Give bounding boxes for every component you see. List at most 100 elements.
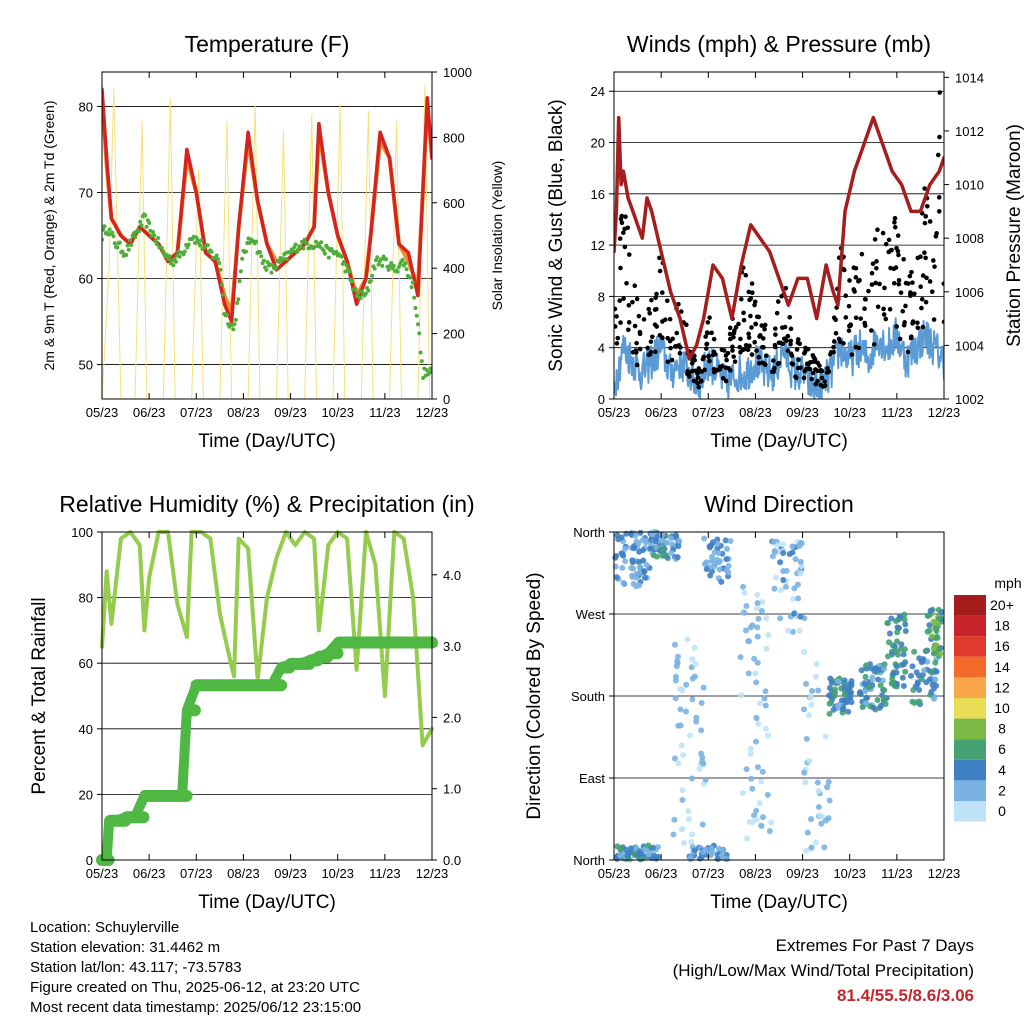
legend-label: 20+ — [990, 597, 1014, 613]
gust-point — [923, 299, 929, 305]
gust-point — [637, 329, 643, 335]
gust-point — [654, 291, 659, 297]
gust-point — [614, 324, 618, 329]
dewpoint-point — [353, 286, 358, 291]
direction-point — [933, 628, 940, 635]
gust-point — [796, 357, 801, 362]
direction-point — [754, 764, 761, 771]
direction-point — [742, 627, 749, 634]
extremes-box: Extremes For Past 7 Days (High/Low/Max W… — [673, 933, 974, 1008]
direction-point — [701, 535, 708, 542]
gust-point — [660, 335, 665, 341]
gust-point — [808, 359, 813, 365]
gust-point — [924, 275, 929, 281]
direction-point — [650, 844, 657, 851]
gust-point — [895, 248, 901, 254]
dewpoint-point — [414, 313, 419, 318]
direction-point — [685, 816, 692, 823]
gust-point — [749, 325, 754, 330]
gust-point — [703, 346, 709, 351]
gust-point — [937, 134, 942, 140]
direction-point — [926, 676, 933, 683]
direction-point — [764, 732, 771, 739]
direction-point — [857, 689, 864, 696]
y-tick-label: 40 — [79, 722, 93, 737]
x-tick-label: 06/23 — [133, 866, 166, 881]
direction-point — [899, 674, 906, 681]
dewpoint-point — [396, 265, 401, 270]
gust-point — [741, 317, 747, 323]
direction-point — [797, 558, 804, 565]
dewpoint-point — [366, 288, 371, 293]
gust-point — [815, 378, 820, 384]
gust-point — [710, 352, 716, 358]
gust-point — [617, 236, 623, 241]
extremes-subtitle: (High/Low/Max Wind/Total Precipitation) — [672, 961, 974, 980]
direction-point — [921, 667, 928, 674]
gust-point — [660, 290, 665, 295]
gust-point — [794, 375, 799, 381]
dewpoint-point — [128, 238, 133, 243]
direction-point — [714, 855, 721, 862]
y-tick-label: 70 — [79, 185, 93, 200]
y-tick-label: 20 — [591, 136, 605, 151]
gust-point — [653, 349, 658, 355]
direction-point — [780, 577, 787, 584]
direction-point — [753, 715, 760, 722]
direction-point — [671, 641, 678, 648]
legend-title: mph — [994, 575, 1021, 591]
legend-swatch — [954, 718, 986, 740]
direction-point — [638, 850, 645, 857]
dewpoint-point — [408, 275, 413, 280]
station-pressure-line — [614, 115, 944, 361]
dewpoint-point — [375, 255, 380, 260]
gust-point — [746, 289, 752, 295]
direction-point — [900, 682, 907, 689]
direction-point — [792, 556, 799, 563]
dewpoint-point — [280, 256, 285, 261]
y-tick-label: 50 — [79, 358, 93, 373]
gust-point — [886, 237, 892, 243]
gust-point — [677, 350, 683, 356]
gust-point — [764, 353, 769, 359]
dewpoint-point — [356, 291, 361, 296]
gust-point — [625, 225, 631, 231]
gust-point — [615, 335, 621, 341]
humidity-precip-chart: 0 20 40 60 80 100 0.0 1.0 2.0 3.0 4.0 05/23 06/23 07/… — [29, 491, 475, 913]
gust-point — [646, 352, 651, 358]
direction-point — [741, 589, 748, 596]
y-tick-label: East — [579, 771, 605, 786]
direction-point — [822, 817, 829, 824]
direction-point — [888, 615, 895, 622]
gust-point — [727, 325, 733, 331]
dewpoint-point — [368, 279, 373, 284]
gust-point — [785, 348, 791, 353]
gust-point — [907, 273, 913, 279]
dewpoint-point — [339, 254, 344, 259]
direction-point — [745, 638, 752, 645]
y-axis-label-left: 2m & 9m T (Red, Orange) & 2m Td (Green) — [41, 101, 57, 371]
dewpoint-point — [359, 289, 364, 294]
dewpoint-point — [231, 327, 236, 332]
gust-point — [756, 360, 762, 366]
direction-point — [886, 630, 893, 637]
y2-tick-label: 0 — [443, 392, 450, 407]
dewpoint-point — [342, 259, 347, 264]
gust-point — [752, 302, 757, 308]
dewpoint-point — [110, 230, 115, 235]
gust-point — [632, 323, 638, 329]
dewpoint-point — [235, 300, 240, 305]
chart-title: Relative Humidity (%) & Precipitation (i… — [59, 491, 474, 517]
gust-point — [637, 346, 643, 352]
dewpoint-point — [326, 255, 331, 260]
direction-point — [685, 808, 692, 815]
direction-point — [709, 539, 716, 546]
gust-point — [634, 362, 640, 368]
y2-tick-label: 1008 — [955, 231, 984, 246]
x-tick-label: 10/23 — [833, 405, 866, 420]
gust-point — [618, 265, 623, 271]
gust-point — [614, 306, 618, 312]
gust-point — [657, 268, 663, 274]
dewpoint-point — [199, 238, 204, 243]
dewpoint-point — [395, 269, 400, 274]
